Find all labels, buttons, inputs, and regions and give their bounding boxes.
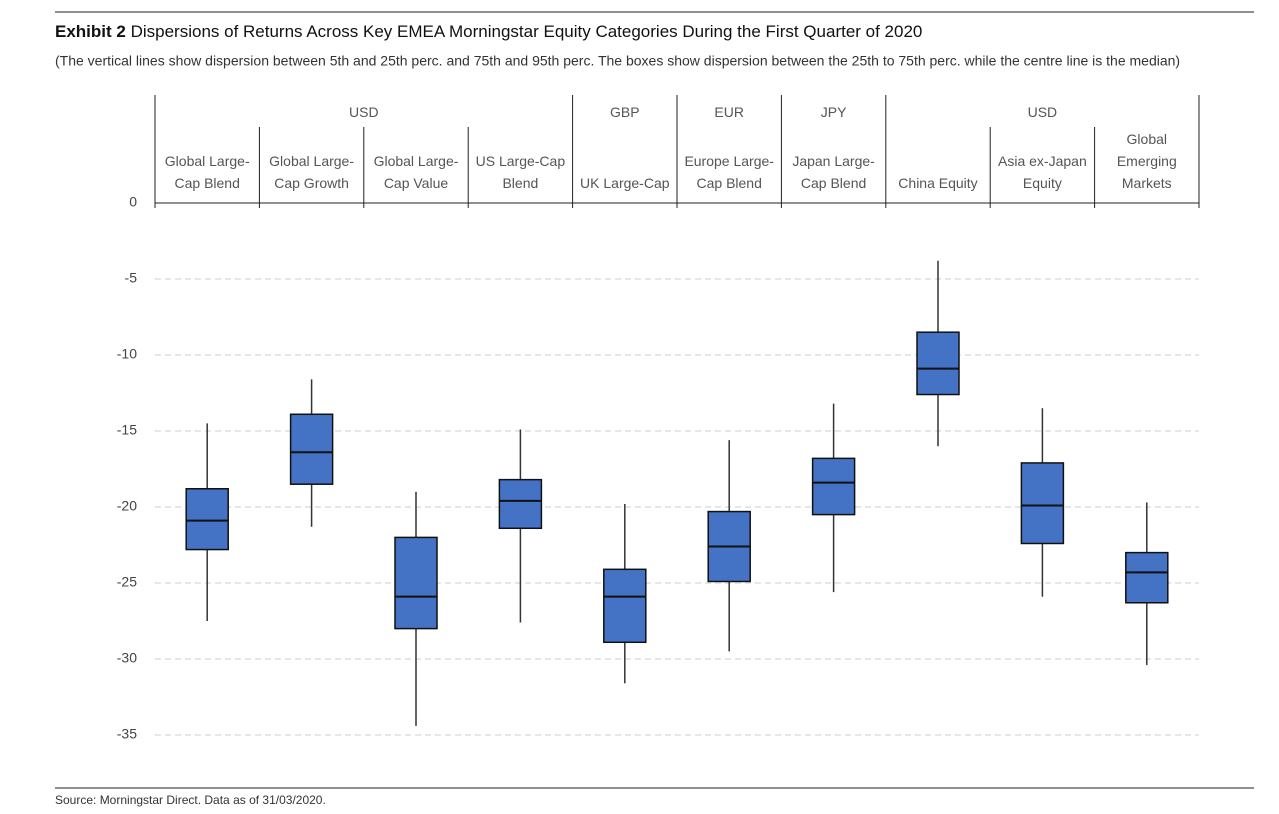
y-tick-label: -20 (117, 498, 137, 514)
group-label: GBP (610, 104, 640, 120)
y-tick-label: -15 (117, 422, 137, 438)
box (394, 536, 438, 630)
box (916, 331, 960, 396)
group-label: EUR (714, 104, 744, 120)
category-label: Japan Large-Cap Blend (792, 153, 875, 191)
group-label: JPY (820, 104, 847, 120)
y-tick-label: -25 (117, 574, 137, 590)
category-label: UK Large-Cap (580, 175, 670, 191)
y-tick-label: 0 (129, 194, 137, 210)
title-line: Exhibit 2 Dispersions of Returns Across … (55, 22, 922, 41)
exhibit-label: Exhibit 2 (55, 22, 126, 41)
box (1020, 462, 1065, 545)
subtitle: (The vertical lines show dispersion betw… (55, 53, 1180, 69)
category-label: Global Large-Cap Value (373, 153, 459, 191)
category-label: China Equity (898, 175, 978, 191)
group-label: USD (349, 104, 379, 120)
box (1125, 551, 1169, 604)
box (603, 568, 647, 644)
category-label: US Large-Cap Blend (475, 153, 566, 191)
category-label: Global Large-Cap Blend (164, 153, 250, 191)
y-tick-label: -10 (117, 346, 137, 362)
box (498, 478, 543, 530)
category-label: Europe Large-Cap Blend (684, 153, 774, 191)
category-label: Asia ex-Japan Equity (998, 153, 1087, 191)
box (185, 488, 229, 551)
category-label: Global Large-Cap Growth (269, 153, 354, 191)
group-label: USD (1027, 104, 1058, 120)
box (811, 457, 856, 516)
y-tick-label: -35 (117, 726, 137, 742)
y-tick-label: -30 (117, 650, 137, 666)
category-label: Global Emerging Markets (1116, 131, 1177, 191)
box (289, 413, 334, 485)
source: Source: Morningstar Direct. Data as of 3… (55, 793, 326, 807)
chart-title: Dispersions of Returns Across Key EMEA M… (131, 22, 923, 41)
y-tick-label: -5 (125, 270, 138, 286)
